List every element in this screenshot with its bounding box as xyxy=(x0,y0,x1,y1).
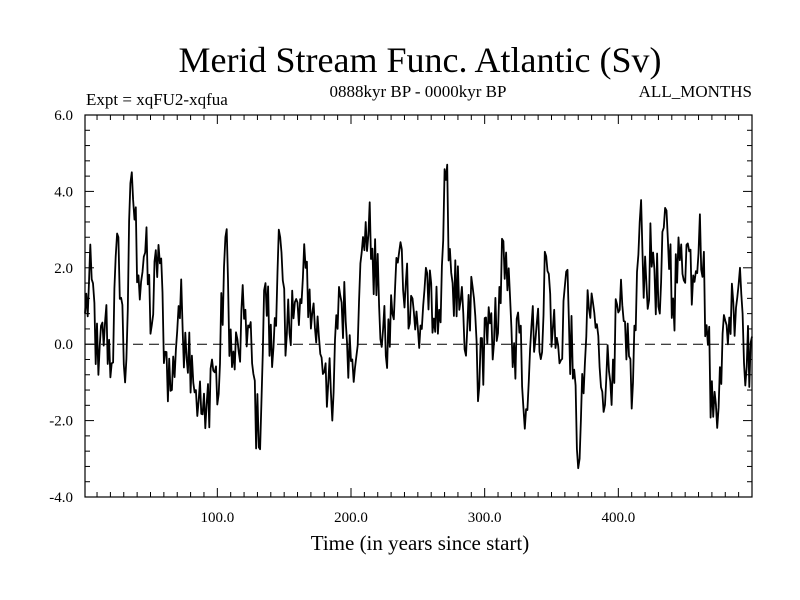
x-axis-tick-labels: 100.0 200.0 300.0 400.0 xyxy=(200,510,635,526)
y-tick-label: 4.0 xyxy=(54,184,73,200)
tick-marks xyxy=(85,115,752,497)
chart-title: Merid Stream Func. Atlantic (Sv) xyxy=(179,40,662,80)
x-tick-label: 300.0 xyxy=(468,510,502,526)
y-tick-label: 0.0 xyxy=(54,337,73,353)
x-tick-label: 100.0 xyxy=(200,510,234,526)
series-line xyxy=(84,163,753,470)
y-tick-label: -2.0 xyxy=(49,414,73,430)
x-axis-label: Time (in years since start) xyxy=(311,531,530,555)
plot-frame xyxy=(84,114,753,498)
y-axis-tick-labels: -4.0 -2.0 0.0 2.0 4.0 6.0 xyxy=(49,108,73,506)
y-tick-label: 6.0 xyxy=(54,108,73,124)
y-tick-label: 2.0 xyxy=(54,261,73,277)
months-label: ALL_MONTHS xyxy=(639,82,752,101)
experiment-label: Expt = xqFU2-xqfua xyxy=(86,90,228,109)
x-tick-label: 200.0 xyxy=(334,510,368,526)
y-tick-label: -4.0 xyxy=(49,490,73,506)
x-tick-label: 400.0 xyxy=(601,510,635,526)
time-range-label: 0888kyr BP - 0000kyr BP xyxy=(330,82,507,101)
